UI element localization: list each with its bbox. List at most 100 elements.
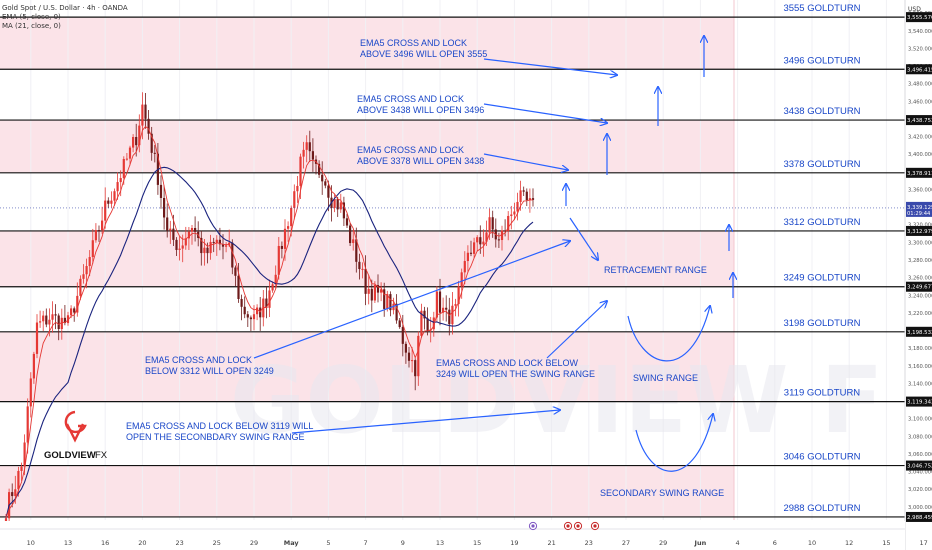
arrow-3119: [291, 410, 560, 434]
candle-body: [321, 174, 324, 182]
time-tick-label: 13: [436, 539, 444, 547]
level-price-tag: 3,198.533: [907, 330, 932, 336]
candle-body: [342, 202, 345, 219]
candle-body: [398, 320, 401, 328]
candle-body: [407, 352, 411, 361]
ema-indicator-label[interactable]: EMA (5, close, 0): [2, 13, 61, 21]
candle-body: [414, 360, 417, 377]
candle-body: [153, 152, 156, 154]
candle-body: [491, 217, 494, 230]
candle-body: [386, 294, 389, 309]
level-label: 3312 GOLDTURN: [783, 217, 860, 228]
candle-body: [500, 230, 504, 241]
time-tick-label: Jun: [694, 539, 707, 547]
currency-label: USD: [908, 6, 921, 13]
bar-countdown: 01:29:44: [907, 211, 931, 217]
candle-body: [215, 239, 218, 244]
price-tick-label: 3,260.000: [908, 276, 932, 282]
candle-body: [482, 241, 485, 245]
candle-body: [525, 191, 528, 201]
candle-body: [181, 245, 184, 249]
annotation-line: EMA5 CROSS AND LOCK BELOW: [436, 358, 579, 368]
candle-body: [299, 156, 302, 186]
candle-body: [110, 200, 113, 204]
candle-body: [305, 142, 308, 150]
candle-body: [119, 178, 122, 183]
candle-body: [175, 239, 178, 250]
candle-body: [516, 201, 519, 212]
price-tick-label: 3,520.000: [908, 46, 932, 52]
candle-body: [88, 257, 91, 267]
candle-body: [231, 242, 234, 268]
level-price-tag: 3,046.752: [907, 464, 932, 470]
time-tick-label: 20: [138, 539, 146, 547]
candle-body: [473, 242, 476, 254]
price-tick-label: 3,160.000: [908, 364, 932, 370]
level-price-tag-bg: [906, 460, 932, 471]
candle-body: [39, 321, 42, 323]
candle-body: [147, 118, 150, 134]
candle-body: [367, 288, 370, 294]
candle-body: [283, 228, 287, 249]
price-tick-label: 3,320.000: [908, 223, 932, 229]
candle-body: [528, 198, 531, 201]
candle-body: [79, 278, 82, 296]
annotation-line: ABOVE 3496 WILL OPEN 3555: [360, 49, 487, 59]
ma-indicator-label[interactable]: MA (21, close, 0): [2, 22, 61, 30]
candle-body: [290, 207, 293, 227]
time-tick-label: 10: [27, 539, 35, 547]
candle-body: [358, 261, 361, 270]
price-tick-label: 3,040.000: [908, 470, 932, 476]
candle-body: [23, 442, 26, 467]
symbol-title[interactable]: Gold Spot / U.S. Dollar · 4h · OANDA: [2, 4, 128, 12]
candle-body: [166, 217, 169, 231]
level-label: 3438 GOLDTURN: [783, 106, 860, 117]
level-price-tag: 3,312.979: [907, 229, 932, 235]
candle-body: [376, 285, 380, 293]
candle-body: [460, 272, 463, 287]
brand-name: GOLDVIEW: [44, 450, 96, 461]
event-marker-dot: [531, 524, 535, 528]
price-tick-label: 3,080.000: [908, 434, 932, 440]
candle-body: [190, 227, 194, 232]
candle-body: [293, 191, 296, 208]
future-area: [734, 0, 905, 520]
candle-body: [420, 310, 423, 336]
price-tick-label: 3,360.000: [908, 187, 932, 193]
time-tick-label: 21: [547, 539, 555, 547]
level-price-tag-bg: [906, 115, 932, 126]
arrow-3496: [483, 58, 617, 75]
arrow-3312: [253, 241, 570, 359]
price-tick-label: 3,140.000: [908, 381, 932, 387]
candle-body: [172, 228, 175, 240]
level-price-tag: 3,378.911: [907, 171, 932, 177]
candle-body: [364, 268, 367, 294]
level-price-tag-bg: [906, 225, 932, 236]
annotation-line: EMA5 CROSS AND LOCK BELOW 3119 WILL: [126, 421, 313, 431]
candle-body: [221, 244, 225, 247]
annotation-5: EMA5 CROSS AND LOCK BELOW 3119 WILLOPEN …: [126, 421, 313, 442]
candle-body: [383, 289, 386, 309]
candle-body: [271, 284, 274, 291]
candle-body: [507, 215, 510, 231]
price-tick-label: 3,180.000: [908, 346, 932, 352]
goldview-logo: GOLDVIEW FX: [44, 410, 108, 461]
candle-body: [97, 230, 101, 232]
price-tick-label: 3,480.000: [908, 82, 932, 88]
annotation-line: OPEN THE SECONBDARY SWING RANGE: [126, 432, 305, 442]
candle-body: [454, 304, 457, 306]
candle-body: [485, 232, 488, 242]
arrow-retrace: [569, 217, 598, 260]
level-label: 3249 GOLDTURN: [783, 273, 860, 284]
candle-body: [324, 181, 327, 186]
time-tick-label: 13: [64, 539, 72, 547]
annotation-8: SECONDARY SWING RANGE: [600, 488, 724, 498]
event-marker-dot: [566, 524, 570, 528]
zone-3: [0, 331, 734, 402]
candle-body: [302, 149, 305, 157]
time-tick-label: 5: [326, 539, 330, 547]
zone-2: [0, 230, 734, 287]
